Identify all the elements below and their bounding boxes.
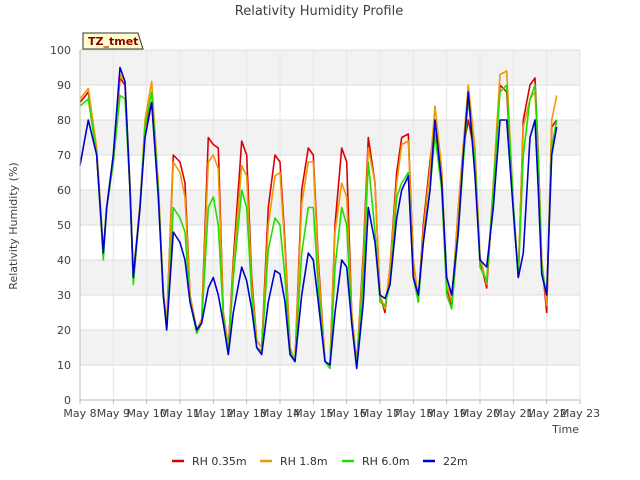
plot-band [80, 85, 580, 120]
y-tick-label: 20 [57, 324, 71, 337]
x-tick-label: May 15 [293, 407, 333, 420]
x-tick-label: May 11 [160, 407, 200, 420]
plot-band [80, 50, 580, 85]
tz-badge: TZ_tmet [82, 32, 144, 50]
x-tick-label: May 16 [327, 407, 367, 420]
y-tick-label: 60 [57, 184, 71, 197]
x-tick-label: May 13 [227, 407, 267, 420]
y-tick-label: 90 [57, 79, 71, 92]
y-axis-label: Relativity Humidity (%) [7, 162, 20, 289]
x-tick-label: May 21 [493, 407, 533, 420]
x-tick-label: May 20 [460, 407, 500, 420]
x-tick-label: May 8 [63, 407, 96, 420]
series-line-4 [79, 66, 558, 370]
plot-band [80, 190, 580, 225]
axes-group [79, 50, 580, 401]
badge-text: TZ_tmet [88, 35, 138, 48]
legend-label-3: RH 6.0m [362, 455, 410, 468]
x-tick-label: May 12 [193, 407, 233, 420]
x-tick-label: May 19 [427, 407, 467, 420]
legend-label-4: 22m [443, 455, 468, 468]
x-tick-label: May 17 [360, 407, 400, 420]
y-tick-label: 40 [57, 254, 71, 267]
x-tick-label: May 18 [393, 407, 433, 420]
y-tick-label: 30 [57, 289, 71, 302]
y-tick-label: 80 [57, 114, 71, 127]
plot-band [80, 365, 580, 400]
plot-band [80, 295, 580, 330]
y-tick-label: 50 [57, 219, 71, 232]
y-tick-label: 10 [57, 359, 71, 372]
x-tick-label: May 23 [560, 407, 600, 420]
x-tick-label: May 22 [527, 407, 567, 420]
x-tick-label: May 14 [260, 407, 300, 420]
plot-band [80, 225, 580, 260]
chart-title: Relativity Humidity Profile [235, 4, 403, 19]
y-tick-label: 0 [64, 394, 71, 407]
plot-band [80, 260, 580, 295]
x-axis-label: Time [551, 423, 579, 436]
series-group [79, 66, 558, 370]
x-tick-label: May 9 [97, 407, 130, 420]
y-tick-label: 100 [50, 44, 71, 57]
y-tick-label: 70 [57, 149, 71, 162]
legend-label-1: RH 0.35m [192, 455, 247, 468]
legend-label-2: RH 1.8m [280, 455, 328, 468]
x-tick-label: May 10 [127, 407, 167, 420]
legend: RH 0.35m RH 1.8m RH 6.0m 22m [172, 455, 468, 468]
badge-shape [82, 32, 144, 50]
